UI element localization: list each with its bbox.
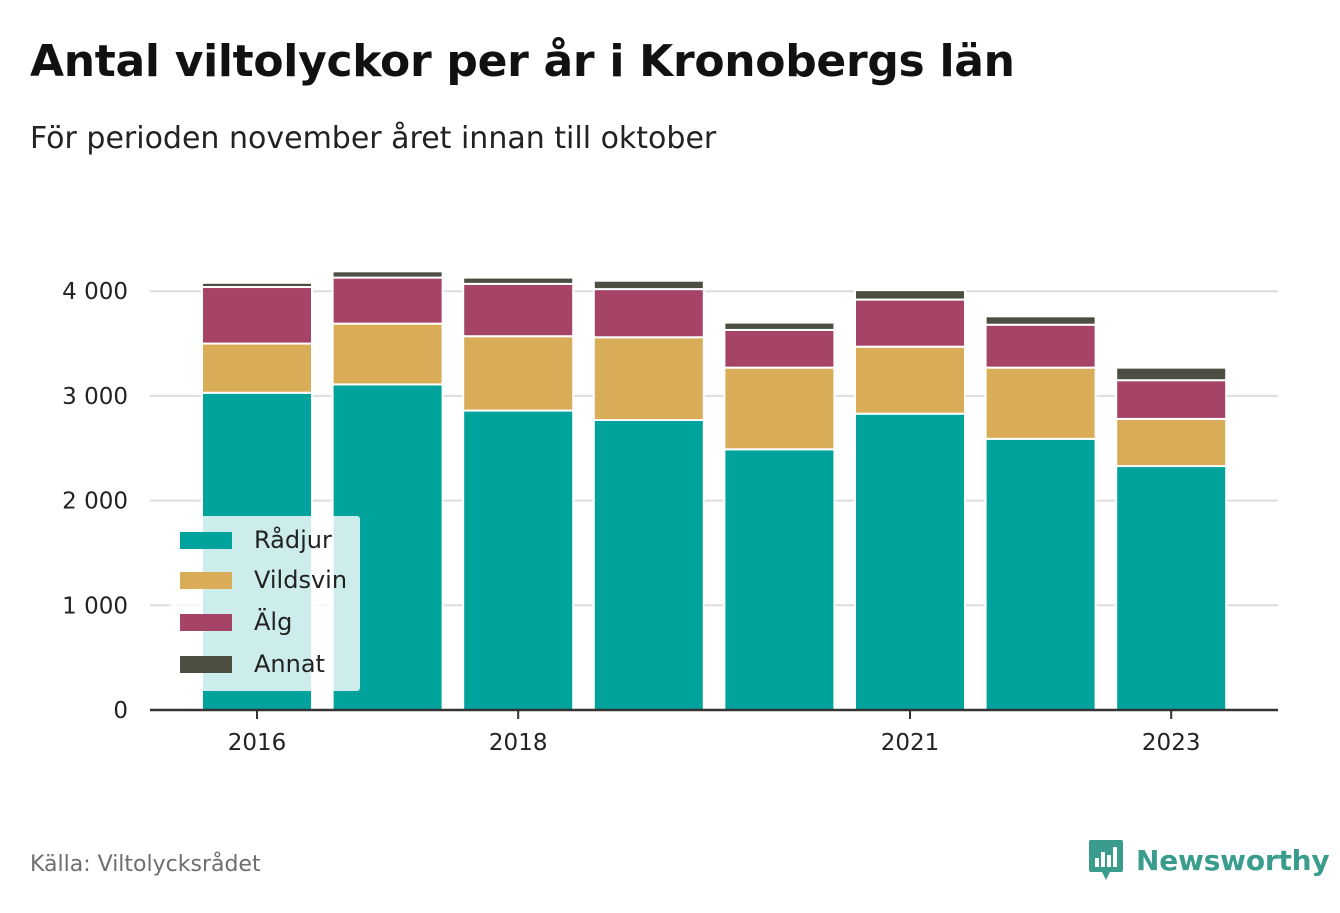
legend-label-annat: Annat (254, 650, 325, 678)
bar-segment-annat (462, 276, 575, 285)
bar-segment-älg (854, 298, 966, 348)
legend-swatch-radjur (180, 531, 232, 549)
legend-item-radjur: Rådjur (180, 525, 332, 555)
bar-segment-annat (201, 281, 313, 289)
bar-segment-rådjur (854, 412, 966, 711)
x-tick-label: 2018 (489, 730, 548, 756)
bar-segment-vildsvin (854, 345, 966, 415)
x-tick-label: 2021 (881, 730, 940, 756)
bar-segment-rådjur (592, 418, 705, 711)
bar-segment-vildsvin (984, 366, 1097, 440)
bar-segment-rådjur (723, 448, 836, 711)
y-tick-label: 1 000 (62, 593, 128, 619)
brand-logo[interactable]: Newsworthy (1088, 838, 1330, 882)
bar-segment-annat (723, 321, 836, 331)
y-tick-label: 2 000 (62, 489, 128, 515)
brand-name: Newsworthy (1136, 843, 1330, 877)
bar-segment-annat (854, 289, 966, 301)
bar-segment-vildsvin (592, 336, 705, 421)
bar-segment-rådjur (984, 437, 1097, 711)
bar-segment-vildsvin (201, 342, 313, 394)
legend-item-vildsvin: Vildsvin (180, 565, 347, 595)
bar-segment-älg (1115, 379, 1228, 420)
chart-legend: Rådjur Vildsvin Älg Annat (170, 516, 360, 691)
legend-swatch-annat (180, 655, 232, 673)
bar-segment-älg (331, 276, 444, 325)
bar-segment-älg (462, 282, 575, 338)
bar-segment-annat (1115, 366, 1228, 382)
bar-segment-rådjur (1115, 465, 1228, 712)
legend-item-annat: Annat (180, 649, 325, 679)
bar-segment-älg (201, 286, 313, 345)
bar-segment-annat (331, 270, 444, 279)
x-tick-label: 2023 (1142, 730, 1201, 756)
bar-segment-annat (592, 279, 705, 291)
x-tick-label: 2016 (228, 730, 287, 756)
legend-swatch-alg (180, 613, 232, 631)
bar-segment-älg (984, 323, 1097, 369)
bar-segment-älg (592, 288, 705, 339)
bar-segment-vildsvin (462, 335, 575, 412)
legend-swatch-vildsvin (180, 571, 232, 589)
bar-segment-älg (723, 328, 836, 369)
chart-speech-bubble-icon (1088, 838, 1124, 882)
legend-label-vildsvin: Vildsvin (254, 566, 348, 594)
chart-subtitle: För perioden november året innan till ok… (30, 121, 717, 156)
bar-segment-rådjur (462, 409, 575, 711)
y-tick-label: 3 000 (62, 384, 128, 410)
y-tick-label: 0 (113, 698, 128, 724)
bar-segment-vildsvin (1115, 417, 1228, 468)
bar-segment-vildsvin (331, 322, 444, 386)
y-tick-label: 4 000 (62, 279, 128, 305)
legend-item-alg: Älg (180, 607, 292, 637)
chart-title: Antal viltolyckor per år i Kronobergs lä… (30, 36, 1015, 87)
legend-label-radjur: Rådjur (254, 526, 332, 554)
bar-segment-vildsvin (723, 366, 836, 451)
bar-segment-annat (984, 315, 1097, 326)
source-note: Källa: Viltolycksrådet (30, 852, 261, 877)
legend-label-alg: Älg (254, 608, 293, 636)
